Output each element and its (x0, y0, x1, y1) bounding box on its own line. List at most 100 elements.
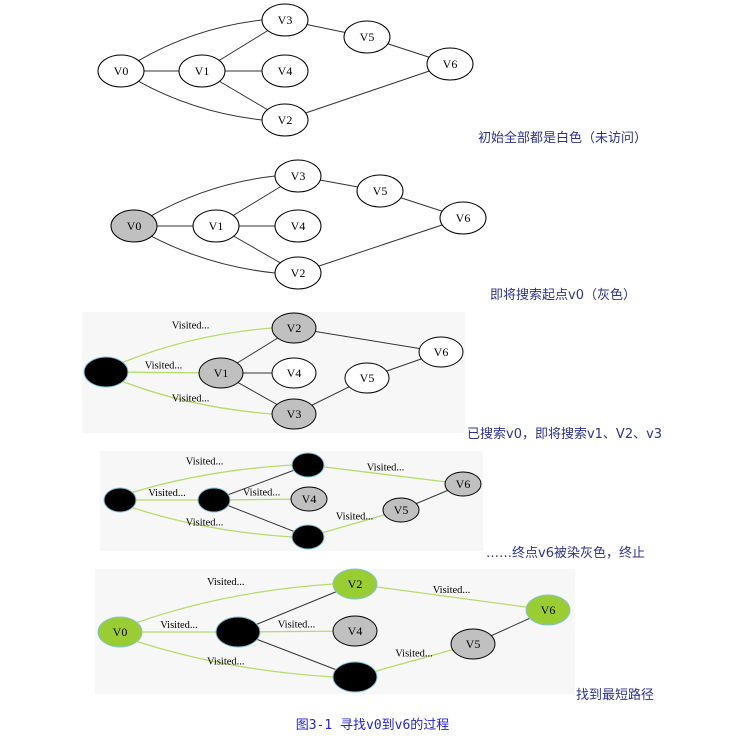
node-v5 (450, 628, 496, 660)
node-v4 (261, 54, 309, 88)
edge-V1-V2 (237, 583, 356, 633)
node-v3 (274, 159, 322, 193)
node-v0 (97, 54, 145, 88)
node-label: V6 (434, 345, 449, 359)
node-label: V3 (291, 169, 306, 183)
node-v1 (198, 357, 244, 389)
node-v1 (192, 209, 240, 243)
edge-label: Visited... (207, 656, 245, 667)
node-label: V0 (113, 625, 128, 639)
edge-label: Visited... (186, 456, 224, 467)
edge-label: Visited... (207, 577, 245, 588)
node-v1 (215, 616, 261, 648)
node-label: V1 (209, 219, 224, 233)
edge-V1-V2 (213, 464, 309, 501)
node-label: V3 (278, 13, 293, 27)
edge-V2-V6 (293, 327, 442, 353)
edge-V0-V2 (149, 235, 276, 274)
edge-label: Visited... (278, 620, 316, 631)
node-label: V5 (360, 30, 375, 44)
edge-V0-V3 (121, 380, 273, 415)
node-v3 (261, 3, 309, 37)
graph-panel-3: Visited... Visited... Visited... V1 V2 V3 V4 V5… (82, 312, 465, 433)
node-v6 (418, 336, 464, 368)
figure-caption: 图3-1 寻找v0到v6的过程 (295, 718, 450, 733)
node-label: V6 (443, 57, 458, 71)
edge-V2-V6 (297, 217, 464, 274)
edge-label: Visited... (172, 394, 210, 405)
node-v0 (103, 487, 137, 513)
edge-label: Visited... (336, 512, 374, 523)
edge-V1-V3 (213, 499, 309, 538)
node-v2 (332, 568, 378, 600)
graph-panel-4: Visited... Visited... Visited... Visited...… (100, 451, 483, 551)
edge-V2-V6 (354, 583, 549, 611)
edge-label: Visited... (395, 649, 433, 660)
edge-V0-V2 (131, 464, 293, 494)
node-label: V4 (302, 492, 317, 506)
node-label: V4 (291, 219, 306, 233)
node-v2 (291, 452, 325, 478)
node-label: V2 (287, 321, 302, 335)
panel-1-caption: 初始全部都是白色（未访问） (478, 131, 648, 146)
node-label: V3 (287, 407, 302, 421)
node-v5 (344, 362, 390, 394)
node-v1 (197, 487, 231, 513)
edge-V0-V2 (121, 327, 273, 364)
edge-label: Visited... (433, 585, 471, 596)
node-label: V0 (114, 64, 129, 78)
node-v2 (274, 256, 322, 290)
edge-V0-V2 (136, 80, 263, 121)
edge-label: Visited... (186, 517, 224, 528)
node-label: V2 (348, 577, 363, 591)
panel-5-caption: 找到最短路径 (576, 688, 655, 703)
node-v5 (382, 497, 420, 523)
edge-label: Visited... (243, 488, 281, 499)
edge-V2-V6 (284, 63, 451, 121)
edge-V0-V3 (130, 506, 293, 538)
node-v5 (343, 20, 391, 54)
node-label: V4 (348, 624, 363, 638)
node-v4 (290, 486, 328, 512)
panel-3-caption: 已搜索v0，即将搜索v1、V2、v3 (467, 427, 663, 442)
node-v3 (332, 661, 378, 693)
node-label: V0 (127, 219, 142, 233)
edge-V2-V6 (307, 464, 464, 485)
edge-label: Visited... (148, 488, 186, 499)
graph-panel-1: V0 V1 V2 V3 V4 V5 V6 (97, 3, 474, 137)
node-v6 (444, 471, 482, 497)
node-label: V2 (278, 113, 293, 127)
node-v0 (110, 209, 158, 243)
node-label: V6 (456, 211, 471, 225)
edge-label: Visited... (367, 463, 405, 474)
node-label: V5 (373, 184, 388, 198)
graph-panel-5: Visited... Visited... Visited... Visited...… (95, 568, 575, 694)
edge-V0-V3 (136, 19, 263, 62)
edge-label: Visited... (145, 361, 183, 372)
node-v3 (291, 524, 325, 550)
node-label: V2 (291, 266, 306, 280)
edge-V0-V3 (135, 640, 334, 678)
panel-2-caption: 即将搜索起点v0（灰色） (490, 288, 636, 303)
node-label: V1 (195, 64, 210, 78)
node-v6 (439, 201, 487, 235)
node-v4 (274, 209, 322, 243)
node-v4 (332, 615, 378, 647)
node-label: V5 (360, 371, 375, 385)
edge-label: Visited... (160, 620, 198, 631)
node-v5 (356, 174, 404, 208)
node-v3 (271, 398, 317, 430)
panel-4-caption: ……终点v6被染灰色，终止 (486, 546, 645, 561)
node-label: V6 (456, 477, 471, 491)
node-v6 (426, 47, 474, 81)
node-label: V6 (541, 603, 556, 617)
edge-V0-V3 (149, 175, 276, 217)
node-label: V4 (287, 366, 302, 380)
node-v0 (97, 616, 143, 648)
node-v4 (271, 357, 317, 389)
graph-panel-2: V0 V1 V2 V3 V4 V5 V6 (110, 159, 487, 290)
node-v1 (178, 54, 226, 88)
node-v0 (83, 356, 129, 388)
